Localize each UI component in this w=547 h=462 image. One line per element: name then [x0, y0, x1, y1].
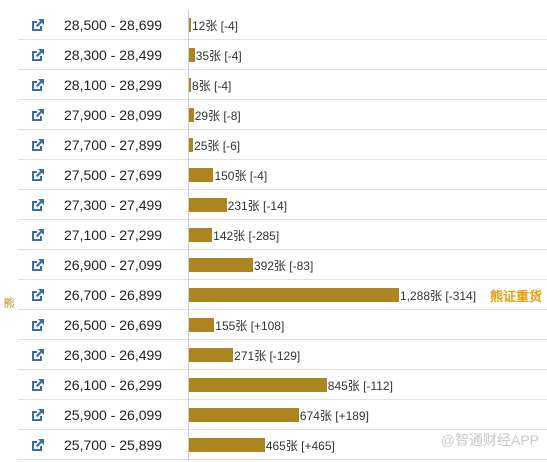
- table-row: 27,500 - 27,699 150张 [-4]: [18, 160, 547, 190]
- table-row: 28,300 - 28,499 35张 [-4]: [18, 40, 547, 70]
- price-range-label: 25,900 - 26,099: [64, 407, 163, 423]
- price-range-label: 28,500 - 28,699: [64, 17, 163, 33]
- external-link-icon[interactable]: [31, 78, 45, 92]
- table-row: 26,500 - 26,699 155张 [+108]: [18, 310, 547, 340]
- axis-divider: [188, 100, 189, 130]
- axis-divider: [188, 40, 189, 70]
- external-link-icon[interactable]: [31, 408, 45, 422]
- table-row: 26,700 - 26,899 1,288张 [-314] 熊证重货: [18, 280, 547, 310]
- watermark: @智通财经APP: [440, 432, 539, 448]
- table-row: 27,900 - 28,099 29张 [-8]: [18, 100, 547, 130]
- quantity-bar: [189, 138, 194, 152]
- bar-value-label: 231张 [-14]: [227, 199, 288, 213]
- quantity-bar: [189, 168, 214, 182]
- quantity-bar: [189, 258, 253, 272]
- axis-divider: [188, 10, 189, 40]
- external-link-icon[interactable]: [31, 48, 45, 62]
- external-link-icon[interactable]: [31, 438, 45, 452]
- quantity-bar: [189, 438, 265, 452]
- table-row: 28,100 - 28,299 8张 [-4]: [18, 70, 547, 100]
- price-range-label: 25,700 - 25,899: [64, 437, 163, 453]
- bar-value-label: 12张 [-4]: [192, 19, 239, 33]
- axis-divider: [188, 280, 189, 310]
- bar-value-label: 155张 [+108]: [215, 319, 285, 333]
- bar-value-label: 674张 [+189]: [299, 409, 369, 423]
- external-link-icon[interactable]: [31, 378, 45, 392]
- bear-side-label: 熊: [3, 298, 15, 310]
- price-range-label: 26,700 - 26,899: [64, 287, 163, 303]
- table-row: 27,700 - 27,899 25张 [-6]: [18, 130, 547, 160]
- external-link-icon[interactable]: [31, 288, 45, 302]
- axis-divider: [188, 340, 189, 370]
- price-range-label: 26,300 - 26,499: [64, 347, 163, 363]
- quantity-bar: [189, 198, 227, 212]
- axis-divider: [188, 250, 189, 280]
- quantity-bar: [189, 228, 213, 242]
- table-row: 26,300 - 26,499 271张 [-129]: [18, 340, 547, 370]
- table-row: 26,100 - 26,299 845张 [-112]: [18, 370, 547, 400]
- bar-value-label: 150张 [-4]: [214, 169, 268, 183]
- axis-divider: [188, 370, 189, 400]
- table-row: 25,900 - 26,099 674张 [+189]: [18, 400, 547, 430]
- bar-value-label: 142张 [-285]: [213, 229, 280, 243]
- axis-divider: [188, 400, 189, 430]
- external-link-icon[interactable]: [31, 318, 45, 332]
- price-range-label: 26,500 - 26,699: [64, 317, 163, 333]
- price-range-label: 27,100 - 27,299: [64, 227, 163, 243]
- bear-heavy-tag: 熊证重货: [490, 289, 543, 304]
- quantity-bar: [189, 18, 191, 32]
- external-link-icon[interactable]: [31, 108, 45, 122]
- bar-value-label: 1,288张 [-314]: [400, 289, 477, 303]
- price-range-label: 27,300 - 27,499: [64, 197, 163, 213]
- external-link-icon[interactable]: [31, 348, 45, 362]
- price-range-label: 27,700 - 27,899: [64, 137, 163, 153]
- quantity-bar: [189, 378, 327, 392]
- table-row: 27,100 - 27,299 142张 [-285]: [18, 220, 547, 250]
- bar-value-label: 392张 [-83]: [253, 259, 314, 273]
- axis-divider: [188, 430, 189, 460]
- table-row: 26,900 - 27,099 392张 [-83]: [18, 250, 547, 280]
- table-header-strip: [0, 0, 547, 4]
- quantity-bar: [189, 318, 215, 332]
- external-link-icon[interactable]: [31, 18, 45, 32]
- external-link-icon[interactable]: [31, 198, 45, 212]
- quantity-bar: [189, 48, 195, 62]
- axis-divider: [188, 220, 189, 250]
- table-row: 25,700 - 25,899 465张 [+465]: [18, 430, 547, 460]
- bar-value-label: 271张 [-129]: [234, 349, 301, 363]
- bar-value-label: 29张 [-8]: [194, 109, 241, 123]
- external-link-icon[interactable]: [31, 138, 45, 152]
- bar-value-label: 8张 [-4]: [192, 79, 232, 93]
- axis-divider: [188, 190, 189, 220]
- price-range-label: 28,100 - 28,299: [64, 77, 163, 93]
- axis-divider: [188, 310, 189, 340]
- bar-value-label: 465张 [+465]: [265, 439, 335, 453]
- bar-value-label: 25张 [-6]: [194, 139, 241, 153]
- table-row: 27,300 - 27,499 231张 [-14]: [18, 190, 547, 220]
- price-range-label: 28,300 - 28,499: [64, 47, 163, 63]
- external-link-icon[interactable]: [31, 228, 45, 242]
- quantity-bar: [189, 288, 399, 302]
- table-row: 28,500 - 28,699 12张 [-4]: [18, 10, 547, 40]
- quantity-bar: [189, 108, 194, 122]
- bar-value-label: 845张 [-112]: [327, 379, 393, 393]
- price-range-label: 27,900 - 28,099: [64, 107, 163, 123]
- external-link-icon[interactable]: [31, 258, 45, 272]
- price-range-label: 26,900 - 27,099: [64, 257, 163, 273]
- quantity-bar: [189, 348, 234, 362]
- price-range-label: 26,100 - 26,299: [64, 377, 163, 393]
- axis-divider: [188, 130, 189, 160]
- axis-divider: [188, 160, 189, 190]
- quantity-bar: [189, 408, 299, 422]
- bar-value-label: 35张 [-4]: [195, 49, 242, 63]
- axis-divider: [188, 70, 189, 100]
- price-range-label: 27,500 - 27,699: [64, 167, 163, 183]
- external-link-icon[interactable]: [31, 168, 45, 182]
- quantity-bar: [189, 78, 191, 92]
